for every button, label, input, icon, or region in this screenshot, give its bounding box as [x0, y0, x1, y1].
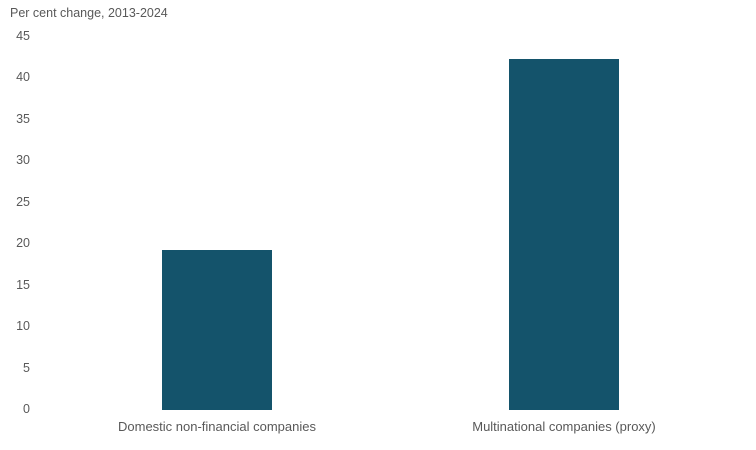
y-tick-label: 15	[16, 277, 30, 292]
bar-multinational	[509, 58, 619, 410]
y-tick-label: 10	[16, 319, 30, 334]
chart-title: Per cent change, 2013-2024	[10, 6, 168, 20]
y-tick-label: 45	[16, 29, 30, 43]
y-tick-label: 20	[16, 236, 30, 251]
bar-domestic	[162, 250, 272, 410]
y-tick-label: 25	[16, 194, 30, 209]
y-tick-label: 5	[23, 360, 30, 375]
category-label: Domestic non-financial companies	[118, 419, 316, 434]
y-tick-label: 40	[16, 70, 30, 85]
y-tick-label: 35	[16, 111, 30, 126]
y-tick-label: 30	[16, 153, 30, 168]
category-label: Multinational companies (proxy)	[472, 419, 656, 434]
y-tick-label: 0	[23, 402, 30, 416]
